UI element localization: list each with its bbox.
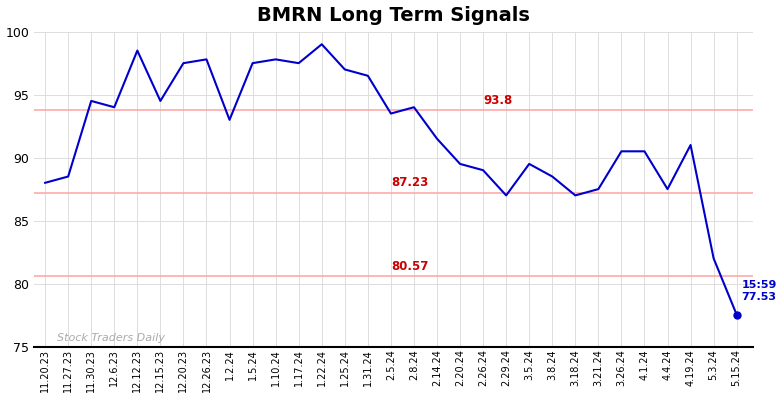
Text: 80.57: 80.57 — [391, 260, 428, 273]
Title: BMRN Long Term Signals: BMRN Long Term Signals — [257, 6, 530, 25]
Text: 87.23: 87.23 — [391, 176, 428, 189]
Text: 93.8: 93.8 — [483, 94, 513, 107]
Text: Stock Traders Daily: Stock Traders Daily — [56, 333, 165, 343]
Text: 15:59
77.53: 15:59 77.53 — [742, 281, 777, 302]
